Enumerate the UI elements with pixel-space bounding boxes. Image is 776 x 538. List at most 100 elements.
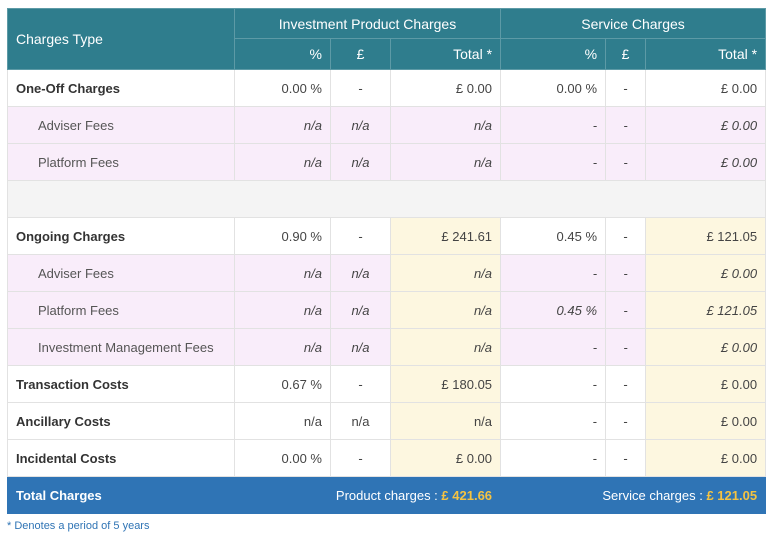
row-label: Incidental Costs bbox=[7, 439, 235, 477]
table-cell: £ 0.00 bbox=[389, 69, 502, 107]
table-cell: - bbox=[605, 291, 647, 329]
table-cell: - bbox=[500, 106, 607, 144]
table-cell: - bbox=[330, 365, 391, 403]
table-cell: n/a bbox=[330, 328, 391, 366]
table-cell: - bbox=[500, 365, 607, 403]
table-row: Adviser Fees n/a n/a n/a - - £ 0.00 bbox=[7, 254, 767, 292]
table-cell: - bbox=[605, 254, 647, 292]
table-cell: 0.90 % bbox=[234, 217, 331, 255]
table-cell: - bbox=[605, 69, 647, 107]
table-cell: £ 0.00 bbox=[645, 106, 767, 144]
header-cell: £ bbox=[605, 38, 647, 70]
table-row: Ancillary Costs n/a n/a n/a - - £ 0.00 bbox=[7, 402, 767, 440]
table-cell: - bbox=[605, 365, 647, 403]
header-row: Charges Type Investment Product Charges … bbox=[7, 8, 767, 70]
header-cell: Total * bbox=[645, 38, 767, 70]
header-cell: Charges Type bbox=[7, 8, 235, 70]
header-cell: Investment Product Charges bbox=[233, 8, 502, 39]
table-row: Platform Fees n/a n/a n/a - - £ 0.00 bbox=[7, 143, 767, 181]
table-cell: n/a bbox=[389, 328, 502, 366]
table-cell: n/a bbox=[234, 328, 331, 366]
table-cell: n/a bbox=[330, 106, 391, 144]
table-cell: - bbox=[500, 328, 607, 366]
table-row: Incidental Costs 0.00 % - £ 0.00- - £ 0.00 bbox=[7, 439, 767, 477]
table-cell: n/a bbox=[234, 291, 331, 329]
table-cell: n/a bbox=[389, 143, 502, 181]
service-label: Service charges : bbox=[602, 487, 703, 503]
table-cell: n/a bbox=[389, 291, 502, 329]
table-body: One-Off Charges 0.00 % - £ 0.00 0.00 % - £ 0.0… bbox=[6, 69, 767, 514]
table-cell: - bbox=[605, 439, 647, 477]
table-cell: n/a bbox=[330, 143, 391, 181]
service-total: Service charges : £ 121.05 bbox=[500, 476, 767, 514]
header-cell: % bbox=[234, 38, 331, 70]
table-cell: 0.45 % bbox=[500, 217, 607, 255]
table-cell: - bbox=[605, 328, 647, 366]
table-cell: £ 0.00 bbox=[645, 365, 767, 403]
header-cell: Service Charges bbox=[500, 8, 767, 39]
header-cell: £ bbox=[330, 38, 391, 70]
table-row: Platform Fees n/a n/a n/a 0.45 % - £ 121.05 bbox=[7, 291, 767, 329]
spacer-cell bbox=[6, 180, 767, 218]
table-cell: £ 241.61 bbox=[389, 217, 502, 255]
table-cell: n/a bbox=[389, 254, 502, 292]
service-value: £ 121.05 bbox=[706, 487, 758, 503]
table-cell: n/a bbox=[330, 402, 391, 440]
row-label: Platform Fees bbox=[7, 143, 235, 181]
table-cell: - bbox=[500, 254, 607, 292]
table-cell: 0.00 % bbox=[234, 69, 331, 107]
header-cell: Total * bbox=[389, 38, 502, 70]
table-cell: £ 0.00 bbox=[645, 439, 767, 477]
row-label: Ongoing Charges bbox=[7, 217, 235, 255]
table-cell: - bbox=[605, 143, 647, 181]
table-cell: n/a bbox=[389, 402, 502, 440]
table-row: Adviser Fees n/a n/a n/a - - £ 0.00 bbox=[7, 106, 767, 144]
header-row: % £ Total *% £ Total * bbox=[8, 38, 767, 70]
table-cell: £ 0.00 bbox=[645, 69, 767, 107]
table-cell: £ 0.00 bbox=[645, 402, 767, 440]
table-row: One-Off Charges 0.00 % - £ 0.00 0.00 % - £ 0.0… bbox=[7, 69, 767, 107]
table-cell: n/a bbox=[234, 254, 331, 292]
table-cell: n/a bbox=[330, 291, 391, 329]
charges-table: Charges Type Investment Product Charges … bbox=[6, 8, 767, 514]
table-cell: - bbox=[500, 439, 607, 477]
table-row: Ongoing Charges 0.90 % - £ 241.61 0.45 % - £ 1… bbox=[7, 217, 767, 255]
table-cell: £ 0.00 bbox=[389, 439, 502, 477]
table-cell: - bbox=[605, 106, 647, 144]
table-cell: £ 0.00 bbox=[645, 328, 767, 366]
table-cell: - bbox=[330, 217, 391, 255]
table-cell: n/a bbox=[234, 106, 331, 144]
total-row: Total Charges Product charges : £ 421.66 S… bbox=[7, 476, 767, 514]
table-cell: - bbox=[500, 143, 607, 181]
row-label: Adviser Fees bbox=[7, 254, 235, 292]
table-cell: - bbox=[500, 402, 607, 440]
table-cell: £ 0.00 bbox=[645, 143, 767, 181]
product-total: Product charges : £ 421.66 bbox=[233, 476, 502, 514]
product-value: £ 421.66 bbox=[441, 487, 493, 503]
table-cell: 0.00 % bbox=[234, 439, 331, 477]
row-label: Ancillary Costs bbox=[7, 402, 235, 440]
table-cell: 0.45 % bbox=[500, 291, 607, 329]
row-label: Investment Management Fees bbox=[7, 328, 235, 366]
table-row: Investment Management Fees n/a n/a n/a - - £ 0… bbox=[7, 328, 767, 366]
table-cell: £ 0.00 bbox=[645, 254, 767, 292]
row-label: Platform Fees bbox=[7, 291, 235, 329]
table-cell: n/a bbox=[234, 402, 331, 440]
row-label: Adviser Fees bbox=[7, 106, 235, 144]
table-cell: n/a bbox=[389, 106, 502, 144]
table-cell: £ 180.05 bbox=[389, 365, 502, 403]
header-cell: % bbox=[500, 38, 607, 70]
table-cell: £ 121.05 bbox=[645, 291, 767, 329]
table-cell: 0.00 % bbox=[500, 69, 607, 107]
table-cell: 0.67 % bbox=[234, 365, 331, 403]
table-cell: n/a bbox=[234, 143, 331, 181]
product-label: Product charges : bbox=[335, 487, 438, 503]
table-cell: £ 121.05 bbox=[645, 217, 767, 255]
spacer-row bbox=[6, 180, 767, 218]
table-row: Transaction Costs 0.67 % - £ 180.05- - £ 0.00 bbox=[7, 365, 767, 403]
table-cell: n/a bbox=[330, 254, 391, 292]
table-cell: - bbox=[605, 402, 647, 440]
row-label: One-Off Charges bbox=[7, 69, 235, 107]
table-cell: - bbox=[605, 217, 647, 255]
